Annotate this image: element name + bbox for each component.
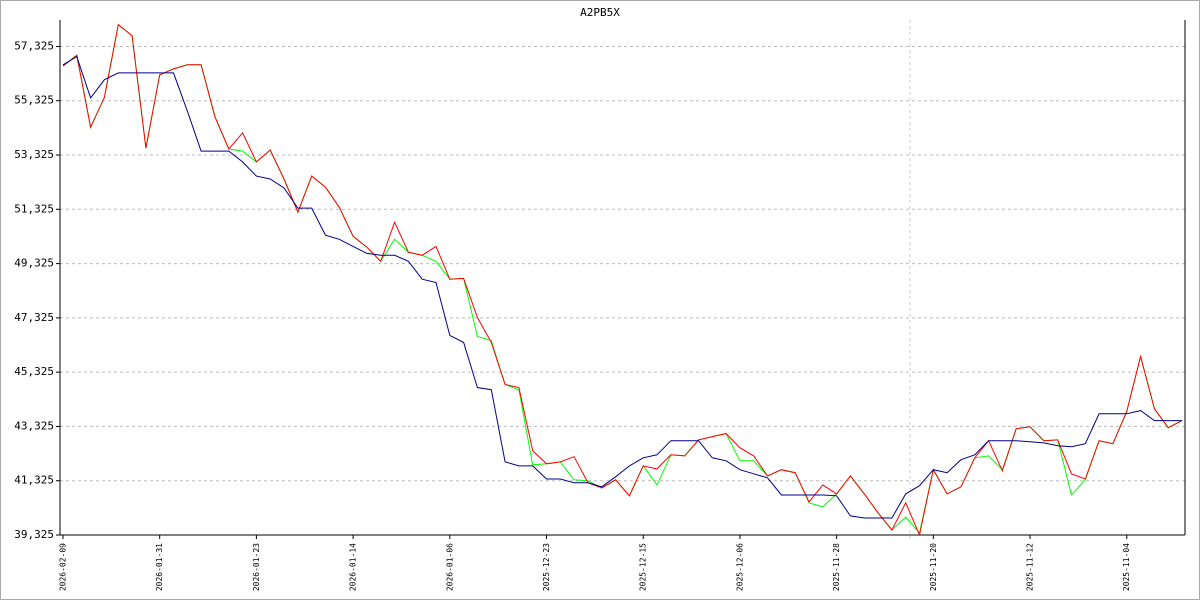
series-line xyxy=(62,23,1183,537)
y-tick-label: 47,325 xyxy=(14,311,54,324)
y-tick-label: 45,325 xyxy=(14,365,54,378)
x-tick-label: 2026-01-06 xyxy=(445,543,454,591)
x-tick-label: 2025-11-12 xyxy=(1026,543,1035,591)
x-tick-label: 2026-01-23 xyxy=(252,543,261,591)
x-tick-label: 2026-01-31 xyxy=(155,543,164,591)
x-tick-label: 2025-12-15 xyxy=(639,543,648,591)
x-tick-label: 2025-12-06 xyxy=(735,543,744,591)
y-tick-label: 51,325 xyxy=(14,202,54,215)
x-tick-label: 2026-02-09 xyxy=(59,543,68,591)
x-tick-label: 2025-11-28 xyxy=(832,543,841,591)
y-tick-label: 41,325 xyxy=(14,474,54,487)
y-tick-label: 57,325 xyxy=(14,39,54,52)
x-tick-label: 2026-01-14 xyxy=(349,543,358,591)
x-tick-label: 2025-11-04 xyxy=(1122,543,1131,591)
x-tick-label: 2025-12-23 xyxy=(542,543,551,591)
y-tick-label: 53,325 xyxy=(14,148,54,161)
y-tick-label: 39,325 xyxy=(14,528,54,541)
y-tick-label: 49,325 xyxy=(14,257,54,270)
x-tick-label: 2025-11-20 xyxy=(929,543,938,591)
series-line xyxy=(62,55,1182,519)
chart-title: A2PB5X xyxy=(580,6,620,19)
y-tick-label: 55,325 xyxy=(14,94,54,107)
y-tick-label: 43,325 xyxy=(14,419,54,432)
